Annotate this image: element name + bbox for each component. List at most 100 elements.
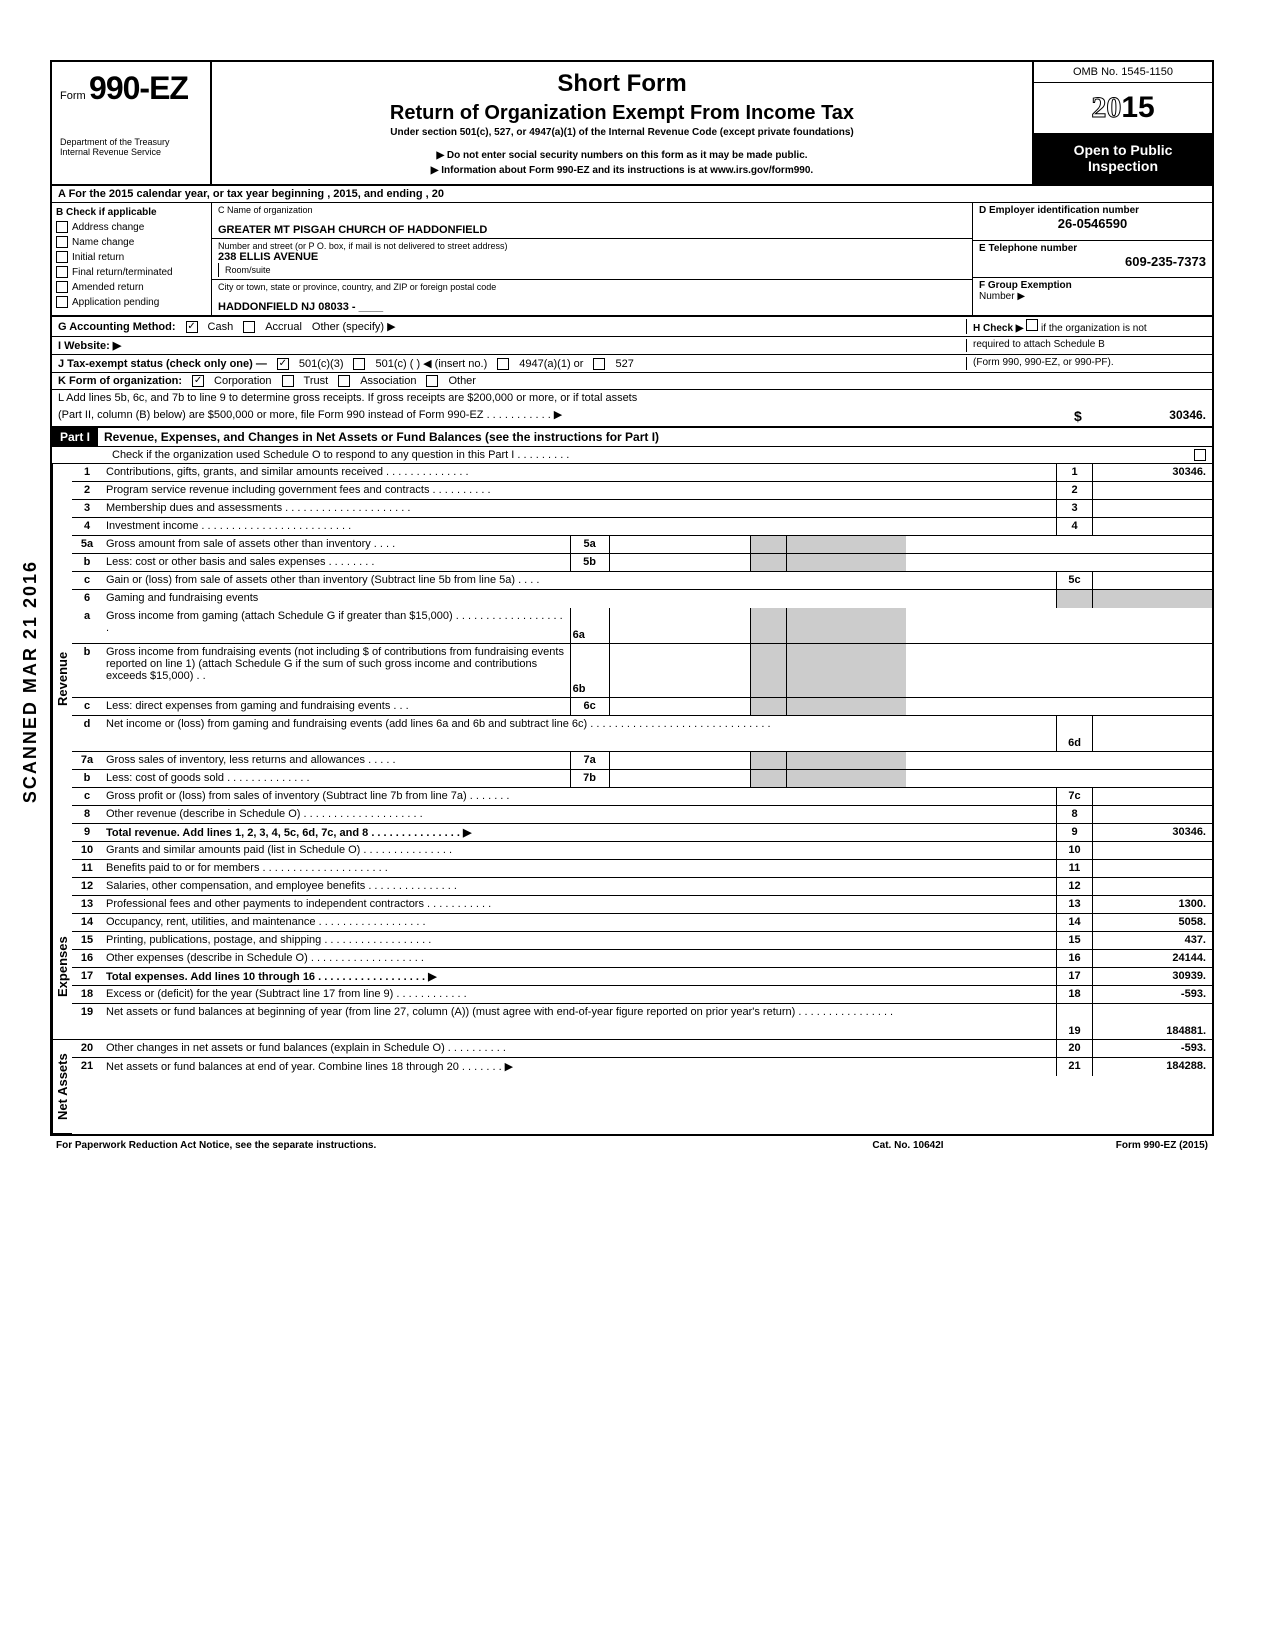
ein-cell: D Employer identification number 26-0546… <box>973 203 1212 241</box>
check-schedule-o[interactable] <box>1194 449 1206 461</box>
j-opt2: 501(c) ( ) ◀ (insert no.) <box>375 357 487 370</box>
city-label: City or town, state or province, country… <box>218 282 966 292</box>
h-cell2: required to attach Schedule B <box>966 339 1206 352</box>
j-opt1: 501(c)(3) <box>299 358 344 370</box>
footer-right: Form 990-EZ (2015) <box>1008 1140 1208 1151</box>
j-label: J Tax-exempt status (check only one) — <box>58 358 267 370</box>
line-3: 3 Membership dues and assessments . . . … <box>72 500 1212 518</box>
instruction-info: ▶ Information about Form 990-EZ and its … <box>220 165 1024 176</box>
omb-number: OMB No. 1545-1150 <box>1034 62 1212 83</box>
part1-header: Part I Revenue, Expenses, and Changes in… <box>52 428 1212 447</box>
street-value: 238 ELLIS AVENUE <box>218 251 966 263</box>
line-7b: b Less: cost of goods sold . . . . . . .… <box>72 770 1212 788</box>
line-2: 2 Program service revenue including gove… <box>72 482 1212 500</box>
lines-column: 1 Contributions, gifts, grants, and simi… <box>72 464 1212 1134</box>
check-corp[interactable]: ✓ <box>192 375 204 387</box>
line-17: 17 Total expenses. Add lines 10 through … <box>72 968 1212 986</box>
check-trust[interactable] <box>282 375 294 387</box>
netassets-label: Net Assets <box>52 1040 72 1134</box>
form-header: Form 990-EZ Department of the Treasury I… <box>52 62 1212 186</box>
instruction-ssn: ▶ Do not enter social security numbers o… <box>220 150 1024 161</box>
check-501c[interactable] <box>353 358 365 370</box>
k-trust: Trust <box>304 375 329 387</box>
b-label: B Check if applicable <box>56 207 207 218</box>
l-text2: (Part II, column (B) below) are $500,000… <box>52 406 1072 426</box>
section-a-text: A For the 2015 calendar year, or tax yea… <box>58 188 444 200</box>
dollar-sign: $ <box>1072 406 1092 426</box>
line-13: 13 Professional fees and other payments … <box>72 896 1212 914</box>
open-public: Open to Public Inspection <box>1034 134 1212 184</box>
check-amended[interactable]: Amended return <box>56 281 207 293</box>
dept-irs: Internal Revenue Service <box>60 147 202 157</box>
phone-cell: E Telephone number 609-235-7373 <box>973 241 1212 279</box>
street-label: Number and street (or P O. box, if mail … <box>218 241 966 251</box>
line-12: 12 Salaries, other compensation, and emp… <box>72 878 1212 896</box>
city-value: HADDONFIELD NJ 08033 - ____ <box>218 301 966 313</box>
check-527[interactable] <box>593 358 605 370</box>
org-form-row: K Form of organization: ✓Corporation Tru… <box>52 373 1212 390</box>
h-label: H Check ▶ <box>973 323 1023 334</box>
accrual-label: Accrual <box>265 321 302 333</box>
line-14: 14 Occupancy, rent, utilities, and maint… <box>72 914 1212 932</box>
f-label: F Group Exemption <box>979 280 1072 291</box>
k-other: Other <box>448 375 476 387</box>
website-row: I Website: ▶ required to attach Schedule… <box>52 337 1212 355</box>
part1-label: Part I <box>52 428 98 446</box>
check-final[interactable]: Final return/terminated <box>56 266 207 278</box>
check-name[interactable]: Name change <box>56 236 207 248</box>
city-cell: City or town, state or province, country… <box>212 280 972 315</box>
line-10: 10 Grants and similar amounts paid (list… <box>72 842 1212 860</box>
check-cash[interactable]: ✓ <box>186 321 198 333</box>
check-4947[interactable] <box>497 358 509 370</box>
year-prefix: 20 <box>1091 91 1121 124</box>
part1-body: Revenue Expenses Net Assets 1 Contributi… <box>52 464 1212 1134</box>
footer-mid: Cat. No. 10642I <box>808 1140 1008 1151</box>
line-21: 21 Net assets or fund balances at end of… <box>72 1058 1212 1076</box>
i-label: I Website: ▶ <box>58 339 121 352</box>
line-11: 11 Benefits paid to or for members . . .… <box>72 860 1212 878</box>
form-number-cell: Form 990-EZ Department of the Treasury I… <box>52 62 212 184</box>
scanned-stamp: SCANNED MAR 21 2016 <box>20 560 41 803</box>
check-other-org[interactable] <box>426 375 438 387</box>
line-20: 20 Other changes in net assets or fund b… <box>72 1040 1212 1058</box>
room-cell: Room/suite <box>218 263 318 277</box>
section-a: A For the 2015 calendar year, or tax yea… <box>52 186 1212 203</box>
h-text1: if the organization is not <box>1041 323 1147 334</box>
line-1: 1 Contributions, gifts, grants, and simi… <box>72 464 1212 482</box>
vert-labels: Revenue Expenses Net Assets <box>52 464 72 1134</box>
line-19: 19 Net assets or fund balances at beginn… <box>72 1004 1212 1040</box>
check-501c3[interactable]: ✓ <box>277 358 289 370</box>
form-number: 990-EZ <box>89 70 188 106</box>
part1-check-o: Check if the organization used Schedule … <box>52 447 1212 464</box>
form-990ez: Form 990-EZ Department of the Treasury I… <box>50 60 1214 1136</box>
check-initial[interactable]: Initial return <box>56 251 207 263</box>
l-amount: 30346. <box>1092 406 1212 426</box>
line-15: 15 Printing, publications, postage, and … <box>72 932 1212 950</box>
line-5a: 5a Gross amount from sale of assets othe… <box>72 536 1212 554</box>
k-assoc: Association <box>360 375 416 387</box>
line-6: 6 Gaming and fundraising events <box>72 590 1212 608</box>
short-form-title: Short Form <box>220 70 1024 98</box>
name-column: C Name of organization GREATER MT PISGAH… <box>212 203 972 315</box>
d-label: D Employer identification number <box>979 205 1139 216</box>
check-assoc[interactable] <box>338 375 350 387</box>
line-4: 4 Investment income . . . . . . . . . . … <box>72 518 1212 536</box>
check-accrual[interactable] <box>243 321 255 333</box>
right-info-column: D Employer identification number 26-0546… <box>972 203 1212 315</box>
cash-label: Cash <box>208 321 234 333</box>
line-8: 8 Other revenue (describe in Schedule O)… <box>72 806 1212 824</box>
line-6a: a Gross income from gaming (attach Sched… <box>72 608 1212 644</box>
line-7c: c Gross profit or (loss) from sales of i… <box>72 788 1212 806</box>
tax-status-row: J Tax-exempt status (check only one) — ✓… <box>52 355 1212 373</box>
check-o-text: Check if the organization used Schedule … <box>52 447 1188 463</box>
check-pending[interactable]: Application pending <box>56 296 207 308</box>
ein-value: 26-0546590 <box>979 216 1206 231</box>
line-9: 9 Total revenue. Add lines 1, 2, 3, 4, 5… <box>72 824 1212 842</box>
year-bold: 15 <box>1121 91 1154 124</box>
org-name-cell: C Name of organization GREATER MT PISGAH… <box>212 203 972 239</box>
check-address[interactable]: Address change <box>56 221 207 233</box>
check-h[interactable] <box>1026 319 1038 331</box>
open-line1: Open to Public <box>1042 142 1204 158</box>
line-6c: c Less: direct expenses from gaming and … <box>72 698 1212 716</box>
l-row2: (Part II, column (B) below) are $500,000… <box>52 406 1212 428</box>
